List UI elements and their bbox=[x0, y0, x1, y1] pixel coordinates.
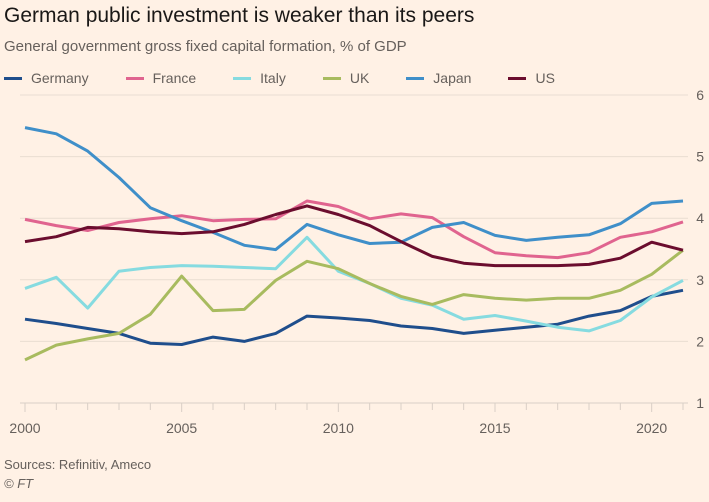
legend-item-uk: UK bbox=[322, 70, 370, 86]
legend-item-france: France bbox=[125, 70, 197, 86]
legend-swatch bbox=[233, 76, 252, 80]
legend-item-germany: Germany bbox=[4, 70, 89, 86]
x-tick-label: 2020 bbox=[636, 420, 667, 436]
legend-swatch bbox=[508, 76, 527, 80]
copyright-credit: © FT bbox=[4, 476, 34, 491]
y-tick-label: 5 bbox=[696, 149, 704, 165]
x-tick-label: 2000 bbox=[9, 420, 40, 436]
x-tick-label: 2015 bbox=[479, 420, 510, 436]
y-tick-label: 4 bbox=[696, 210, 704, 226]
series-line-germany bbox=[24, 288, 684, 346]
legend-swatch bbox=[406, 76, 425, 80]
series-line-us bbox=[24, 204, 684, 268]
x-tick-label: 2005 bbox=[166, 420, 197, 436]
y-tick-label: 1 bbox=[696, 395, 704, 411]
legend-swatch bbox=[4, 76, 22, 80]
series-line-france bbox=[24, 199, 684, 260]
series-line-japan bbox=[24, 126, 684, 252]
sources-note: Sources: Refinitiv, Ameco bbox=[4, 457, 152, 472]
legend-label: France bbox=[152, 70, 197, 86]
legend-label: Germany bbox=[31, 70, 89, 86]
y-tick-label: 6 bbox=[696, 87, 704, 103]
legend-label: Italy bbox=[260, 70, 286, 86]
legend-label: Japan bbox=[433, 70, 472, 86]
chart-title: German public investment is weaker than … bbox=[4, 4, 475, 27]
legend-item-japan: Japan bbox=[406, 70, 471, 86]
legend-item-us: US bbox=[508, 70, 555, 86]
legend: Germany France Italy UK Japan US bbox=[4, 70, 592, 86]
legend-label: UK bbox=[349, 70, 370, 86]
legend-label: US bbox=[535, 70, 555, 86]
y-tick-label: 3 bbox=[696, 272, 704, 288]
chart-subtitle: General government gross fixed capital f… bbox=[4, 38, 407, 55]
series-line-uk bbox=[24, 249, 684, 362]
legend-swatch bbox=[125, 76, 144, 80]
legend-item-italy: Italy bbox=[233, 70, 286, 86]
legend-swatch bbox=[322, 76, 341, 80]
x-tick-label: 2010 bbox=[323, 420, 354, 436]
y-tick-label: 2 bbox=[696, 333, 704, 349]
